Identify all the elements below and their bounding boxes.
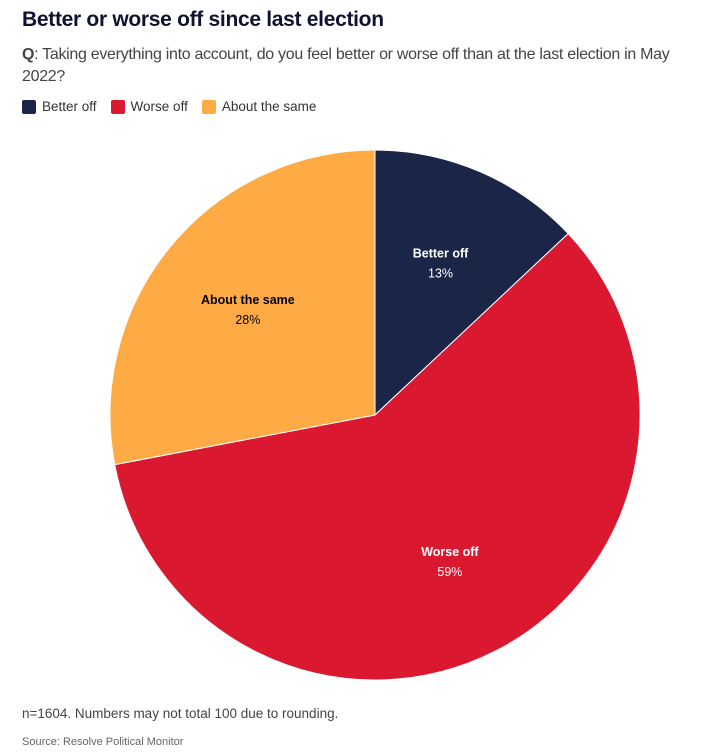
pie-slice-about-the-same[interactable] — [109, 149, 376, 466]
slice-label: Better off — [413, 247, 469, 261]
footnote: n=1604. Numbers may not total 100 due to… — [22, 706, 339, 721]
slice-value-label: 59% — [437, 565, 462, 579]
question-text: : Taking everything into account, do you… — [22, 46, 670, 85]
slice-value-label: 13% — [428, 267, 453, 281]
legend-swatch — [201, 99, 216, 114]
slice-value-label: 28% — [235, 313, 260, 327]
legend-label: Better off — [42, 99, 97, 114]
legend-swatch — [22, 99, 36, 114]
legend-item-better-off[interactable]: Better off — [22, 99, 97, 114]
legend-label: Worse off — [130, 99, 188, 114]
legend-item-about-the-same[interactable]: About the same — [201, 99, 317, 114]
question: Q: Taking everything into account, do yo… — [22, 44, 702, 88]
slice-label: About the same — [201, 293, 295, 307]
legend: Better off Worse off About the same — [22, 99, 316, 114]
legend-item-worse-off[interactable]: Worse off — [110, 99, 188, 114]
question-prefix: Q — [22, 46, 35, 63]
slice-label: Worse off — [421, 545, 479, 559]
pie-slice-worse-off[interactable] — [114, 232, 641, 681]
legend-label: About the same — [221, 99, 317, 114]
chart-title: Better or worse off since last election — [22, 8, 384, 31]
pie-slice-better-off[interactable] — [374, 149, 569, 417]
source: Source: Resolve Political Monitor — [22, 736, 184, 748]
legend-swatch — [110, 99, 125, 114]
